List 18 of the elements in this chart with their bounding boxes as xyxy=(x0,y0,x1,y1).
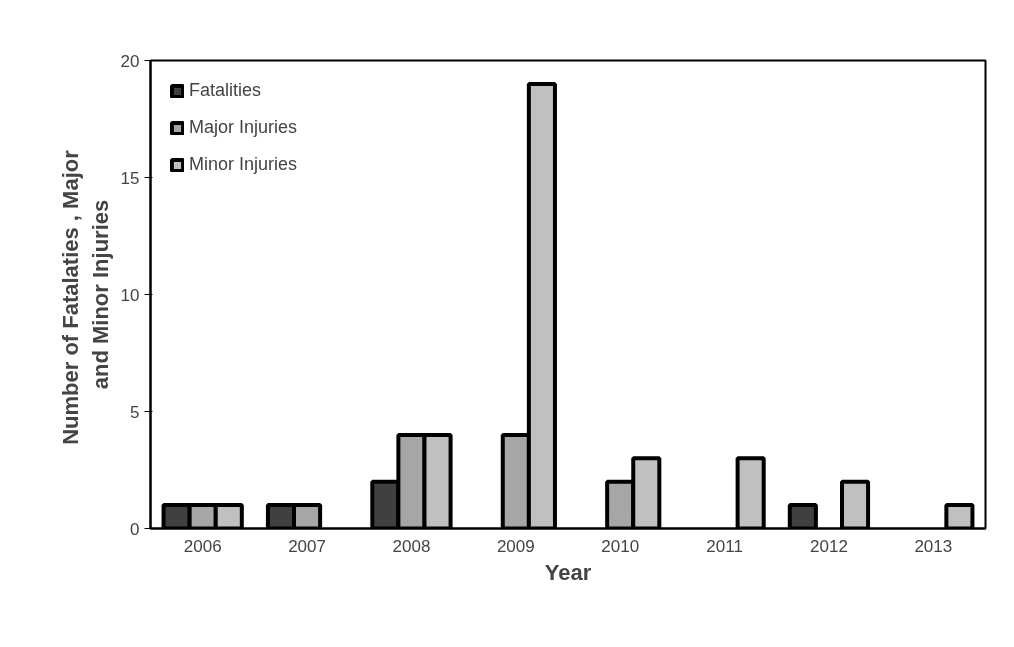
x-tick-label: 2009 xyxy=(496,536,535,556)
legend-label: Fatalities xyxy=(189,80,262,101)
x-axis-title: Year xyxy=(544,559,592,585)
y-tick-label: 5 xyxy=(130,402,140,422)
y-tick-label: 0 xyxy=(130,519,140,539)
y-tick-label: 20 xyxy=(120,51,140,71)
x-tick-label: 2006 xyxy=(183,536,222,556)
y-axis-title: Number of Fatalaties , Major and Minor Injuries xyxy=(57,149,113,445)
x-tick-label: 2012 xyxy=(810,536,848,556)
x-tick-label: 2013 xyxy=(914,536,953,556)
x-tick-label: 2010 xyxy=(601,536,640,556)
x-tick-label: 2011 xyxy=(706,536,743,556)
x-tick-label: 2008 xyxy=(392,536,431,556)
y-tick-label: 10 xyxy=(120,285,140,305)
legend-label: Minor Injuries xyxy=(189,154,298,175)
x-tick-label: 2007 xyxy=(288,536,326,556)
y-tick-label: 15 xyxy=(120,168,140,188)
legend-label: Major Injuries xyxy=(189,117,298,138)
